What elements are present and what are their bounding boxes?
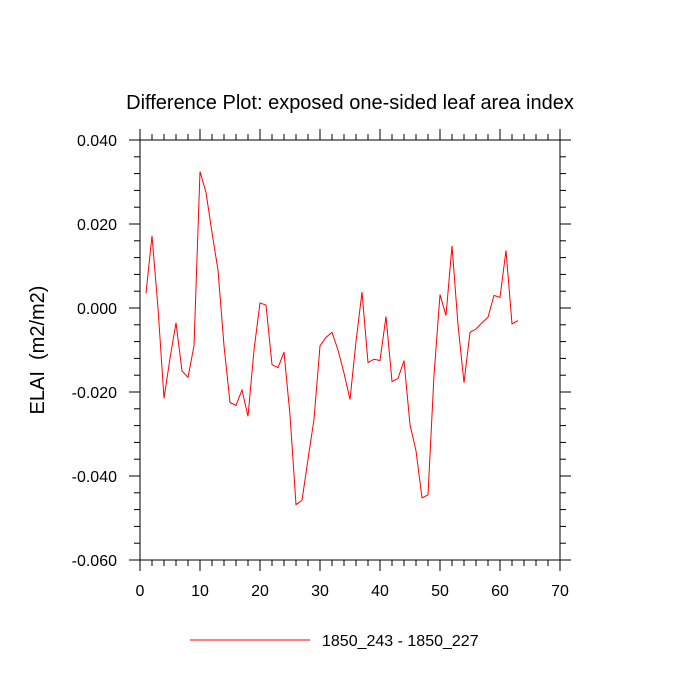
x-tick-label: 10	[191, 583, 209, 600]
x-tick-label: 20	[251, 583, 269, 600]
series-group	[145, 171, 519, 506]
y-tick-label: -0.020	[72, 385, 117, 402]
x-tick-label: 0	[136, 583, 145, 600]
legend-label: 1850_243 - 1850_227	[322, 633, 479, 650]
y-axis-label: ELAI (m2/m2)	[27, 286, 49, 415]
y-tick-label: -0.040	[72, 469, 117, 486]
plot-frame	[139, 139, 561, 561]
x-tick-label: 30	[311, 583, 329, 600]
y-tick-label: 0.020	[77, 217, 117, 234]
chart-title: Difference Plot: exposed one-sided leaf …	[126, 92, 574, 114]
axis-ticks	[129, 129, 571, 571]
y-tick-label: -0.060	[72, 553, 117, 570]
legend: 1850_243 - 1850_227	[190, 633, 479, 650]
x-tick-label: 70	[551, 583, 569, 600]
y-tick-label: 0.040	[77, 133, 117, 150]
series-line	[145, 171, 519, 506]
x-tick-label: 60	[491, 583, 509, 600]
y-tick-label: 0.000	[77, 301, 117, 318]
axis-tick-labels: 0 10 20 30 40 50 60 70 -0.060 -0.040 -0.020 0.000 0.…	[72, 133, 569, 600]
x-tick-label: 50	[431, 583, 449, 600]
x-tick-label: 40	[371, 583, 389, 600]
